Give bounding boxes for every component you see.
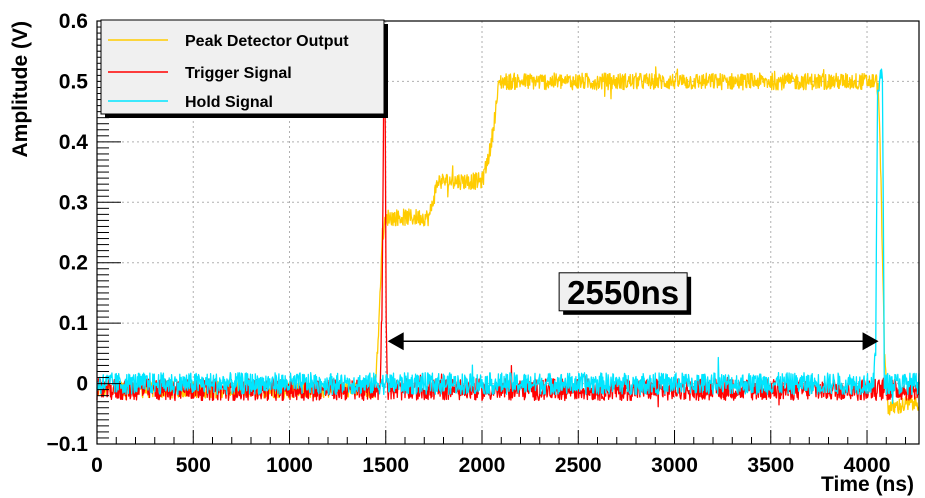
y-tick-label: −0.1 bbox=[47, 433, 89, 456]
duration-annotation: 2550ns bbox=[387, 272, 879, 351]
y-tick-label: 0.5 bbox=[59, 70, 89, 93]
y-tick-label: 0.4 bbox=[59, 131, 89, 154]
duration-label-box bbox=[558, 272, 688, 312]
legend-box bbox=[100, 19, 385, 115]
y-tick-label: 0 bbox=[76, 373, 88, 396]
x-tick-label: 0 bbox=[91, 454, 103, 477]
x-tick-label: 2500 bbox=[555, 454, 602, 477]
y-tick-labels: −0.1 0 0.1 0.2 0.3 0.4 0.5 0.6 bbox=[47, 10, 89, 456]
legend: Peak Detector Output Trigger Signal Hold… bbox=[100, 19, 388, 118]
y-axis-label: Amplitude (V) bbox=[9, 21, 32, 158]
x-tick-label: 1500 bbox=[362, 454, 409, 477]
x-tick-label: 2000 bbox=[459, 454, 506, 477]
x-tick-label: 3500 bbox=[747, 454, 794, 477]
duration-label: 2550ns bbox=[567, 274, 679, 311]
x-tick-label: 3000 bbox=[651, 454, 698, 477]
y-tick-label: 0.6 bbox=[59, 10, 88, 33]
x-tick-label: 1000 bbox=[266, 454, 313, 477]
legend-label-hold-signal: Hold Signal bbox=[185, 94, 273, 111]
x-tick-labels: 0 500 1000 1500 2000 2500 3000 3500 4000 bbox=[91, 454, 890, 477]
x-tick-label: 500 bbox=[176, 454, 211, 477]
y-tick-label: 0.1 bbox=[59, 312, 89, 335]
duration-arrow-right-head bbox=[862, 332, 879, 351]
legend-label-trigger-signal: Trigger Signal bbox=[185, 65, 292, 82]
legend-label-peak-detector-output: Peak Detector Output bbox=[185, 33, 349, 50]
x-axis-label: Time (ns) bbox=[821, 473, 914, 496]
series-traces bbox=[96, 66, 920, 416]
duration-arrow-left-head bbox=[387, 332, 404, 351]
x-tick-label: 4000 bbox=[844, 454, 891, 477]
series-line-2 bbox=[96, 68, 920, 405]
y-tick-label: 0.2 bbox=[59, 252, 88, 275]
y-tick-label: 0.3 bbox=[59, 191, 88, 214]
